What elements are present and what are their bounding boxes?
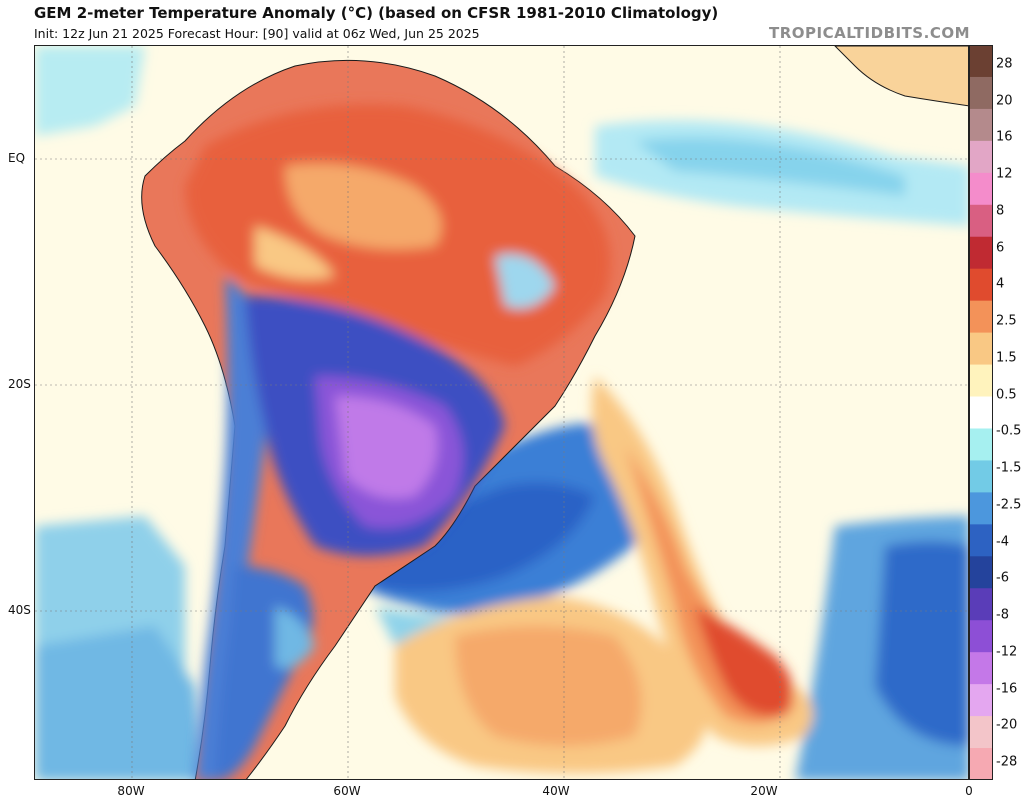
colorbar-swatch bbox=[969, 45, 993, 78]
colorbar-swatch bbox=[969, 332, 993, 366]
lon-label-80w: 80W bbox=[117, 784, 145, 798]
lon-label-40w: 40W bbox=[542, 784, 570, 798]
lat-label-eq: EQ bbox=[8, 151, 26, 165]
colorbar-swatch bbox=[969, 652, 993, 685]
site-watermark: TROPICALTIDBITS.COM bbox=[769, 24, 970, 42]
colorbar bbox=[969, 45, 993, 780]
colorbar-label: 16 bbox=[996, 129, 1013, 145]
colorbar-label: 28 bbox=[996, 56, 1013, 72]
lat-label-20s: 20S bbox=[8, 377, 31, 391]
colorbar-swatch bbox=[969, 460, 993, 493]
colorbar-label: 20 bbox=[996, 93, 1013, 109]
colorbar-label: 0.5 bbox=[996, 387, 1017, 403]
colorbar-label: 2.5 bbox=[996, 313, 1017, 329]
map-subtitle: Init: 12z Jun 21 2025 Forecast Hour: [90… bbox=[34, 26, 480, 41]
lon-label-20w: 20W bbox=[750, 784, 778, 798]
colorbar-swatch bbox=[969, 748, 993, 780]
africa-landmass bbox=[834, 46, 968, 107]
colorbar-label: -20 bbox=[996, 717, 1018, 733]
colorbar-label: 1.5 bbox=[996, 350, 1017, 366]
colorbar-label: 4 bbox=[996, 276, 1005, 292]
colorbar-swatch bbox=[969, 684, 993, 717]
colorbar-label: -8 bbox=[996, 607, 1009, 623]
south-america-landmass bbox=[141, 59, 636, 779]
colorbar-swatch bbox=[969, 428, 993, 462]
colorbar-swatch bbox=[969, 236, 993, 270]
colorbar-label: -28 bbox=[996, 754, 1018, 770]
graticule bbox=[35, 46, 968, 779]
colorbar-label: -6 bbox=[996, 570, 1009, 586]
colorbar-label: 8 bbox=[996, 203, 1005, 219]
colorbar-swatch bbox=[969, 300, 993, 334]
colorbar-swatch bbox=[969, 620, 993, 653]
map-canvas bbox=[35, 46, 968, 779]
colorbar-swatch bbox=[969, 108, 993, 142]
colorbar-swatch bbox=[969, 76, 993, 110]
anomaly-fields bbox=[35, 46, 968, 779]
colorbar-swatch bbox=[969, 204, 993, 238]
lat-label-40s: 40S bbox=[8, 603, 31, 617]
colorbar-label: -16 bbox=[996, 681, 1018, 697]
colorbar-swatch bbox=[969, 396, 993, 430]
lon-label-60w: 60W bbox=[333, 784, 361, 798]
colorbar-swatch bbox=[969, 492, 993, 525]
lon-label-0: 0 bbox=[965, 784, 973, 798]
colorbar-label: -2.5 bbox=[996, 497, 1022, 513]
map-title: GEM 2-meter Temperature Anomaly (°C) (ba… bbox=[34, 4, 719, 22]
colorbar-swatch bbox=[969, 556, 993, 589]
colorbar-label: -4 bbox=[996, 534, 1009, 550]
colorbar-label: -0.5 bbox=[996, 423, 1022, 439]
colorbar-swatch bbox=[969, 524, 993, 557]
colorbar-swatch bbox=[969, 172, 993, 206]
colorbar-swatch bbox=[969, 364, 993, 398]
colorbar-swatch bbox=[969, 716, 993, 749]
colorbar-label: -1.5 bbox=[996, 460, 1022, 476]
colorbar-swatch bbox=[969, 140, 993, 174]
colorbar-label: -12 bbox=[996, 644, 1018, 660]
colorbar-label: 12 bbox=[996, 166, 1013, 182]
anomaly-map bbox=[34, 45, 969, 780]
colorbar-swatch bbox=[969, 268, 993, 302]
colorbar-swatch bbox=[969, 588, 993, 621]
colorbar-label: 6 bbox=[996, 240, 1005, 256]
